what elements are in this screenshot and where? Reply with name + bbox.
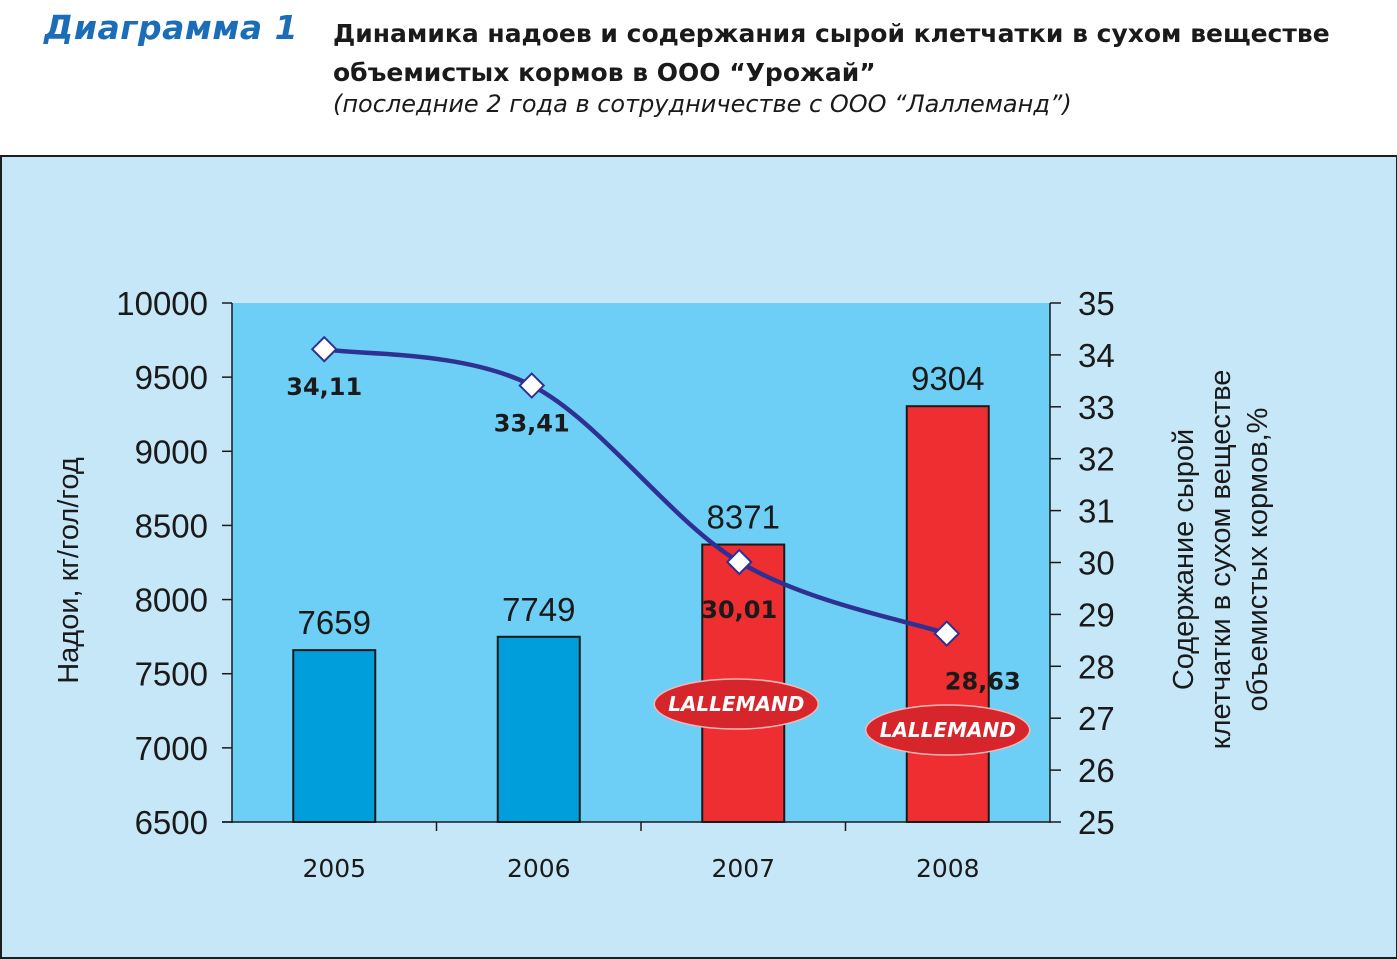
chart-subtitle: (последние 2 года в сотрудничестве с ООО…	[333, 90, 1072, 118]
y-tick-label: 8000	[135, 582, 208, 619]
fiber-point-label: 34,11	[286, 373, 362, 401]
y2-axis-title-line: объемистых кормов,%	[1242, 408, 1274, 712]
fiber-point-marker	[933, 620, 961, 648]
x-tick-label: 2005	[302, 854, 366, 883]
y2-tick-label: 28	[1078, 648, 1115, 685]
y2-tick-label: 30	[1078, 545, 1115, 582]
diagram-label: Диаграмма 1	[44, 8, 299, 47]
fiber-point-label: 28,63	[945, 668, 1021, 696]
y-tick-label: 7000	[135, 730, 208, 767]
bar-2008	[905, 405, 990, 823]
x-tick-label: 2006	[507, 854, 571, 883]
y2-tick-label: 25	[1078, 804, 1115, 841]
lallemand-logo-text: LALLEMAND	[668, 692, 804, 716]
y-axis-title: Надои, кг/гол/год	[53, 457, 85, 684]
fiber-point-label: 30,01	[701, 596, 777, 624]
y-tick-label: 9000	[135, 433, 208, 470]
y-tick-label: 8500	[135, 507, 208, 544]
fiber-point-marker	[310, 335, 338, 363]
y-tick-label: 10000	[116, 285, 208, 322]
lallemand-logo	[865, 704, 1031, 756]
fiber-line	[323, 346, 948, 636]
y2-tick-label: 33	[1078, 389, 1115, 426]
y-tick-label: 7500	[135, 656, 208, 693]
y2-tick-label: 32	[1078, 441, 1115, 478]
bar-2005	[292, 649, 377, 823]
bar-value-label: 7749	[502, 591, 575, 628]
fiber-point-marker	[725, 548, 753, 576]
y2-tick-label: 34	[1078, 337, 1115, 374]
chart-title: Динамика надоев и содержания сырой клетч…	[333, 19, 1330, 87]
fiber-point-label: 33,41	[494, 410, 570, 438]
y2-tick-label: 35	[1078, 285, 1115, 322]
x-tick-label: 2007	[711, 854, 775, 883]
x-tick-label: 2008	[916, 854, 980, 883]
lallemand-logo-text: LALLEMAND	[880, 718, 1016, 742]
y2-axis-title-line: клетчатки в сухом веществе	[1205, 370, 1237, 750]
y-tick-label: 9500	[135, 359, 208, 396]
y-tick-label: 6500	[135, 804, 208, 841]
y2-axis-title-line: Содержание сырой	[1168, 429, 1200, 690]
bar-2006	[496, 635, 581, 823]
y2-tick-label: 31	[1078, 493, 1115, 530]
fiber-point-marker	[518, 372, 546, 399]
bar-value-label: 7659	[298, 604, 371, 641]
y2-tick-label: 27	[1078, 700, 1115, 737]
y2-tick-label: 29	[1078, 596, 1115, 633]
lallemand-logo	[653, 678, 819, 730]
y2-tick-label: 26	[1078, 752, 1115, 789]
bar-value-label: 9304	[911, 360, 984, 397]
bar-value-label: 8371	[707, 499, 780, 536]
